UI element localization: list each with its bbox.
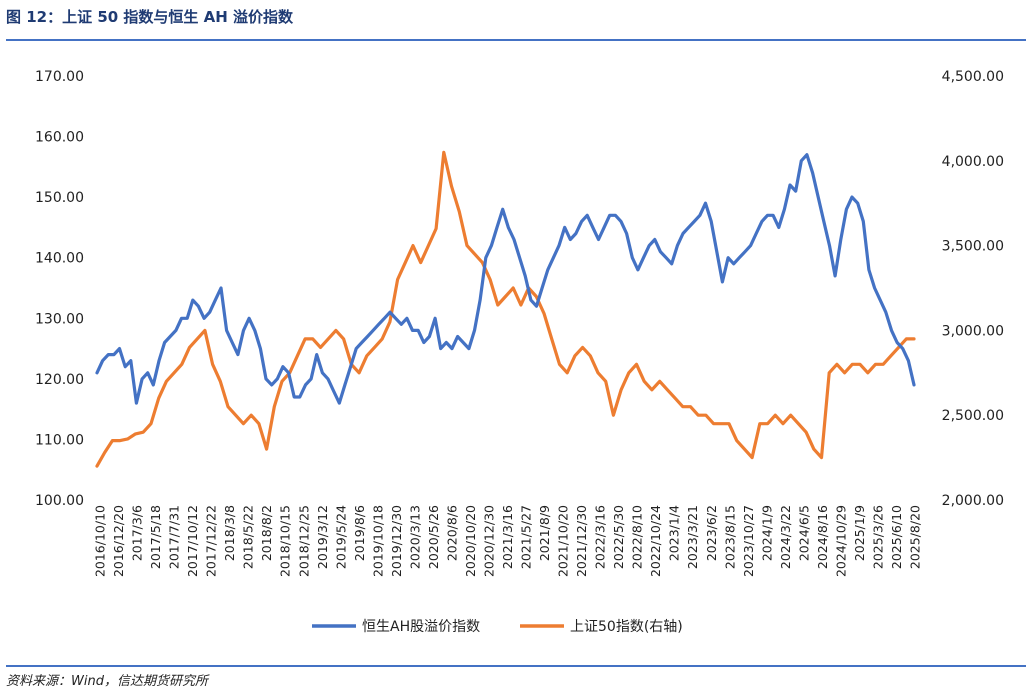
x-tick-label: 2018/10/15 — [278, 505, 293, 577]
x-tick-label: 2020/5/26 — [426, 505, 441, 569]
top-divider — [6, 39, 1026, 41]
x-tick-label: 2025/8/20 — [908, 505, 923, 569]
x-tick-label: 2025/3/26 — [871, 505, 886, 569]
x-tick-label: 2016/10/10 — [93, 505, 108, 577]
ah-premium-line — [95, 153, 916, 405]
x-tick-label: 2023/6/2 — [704, 505, 719, 561]
x-tick-label: 2023/8/15 — [722, 505, 737, 569]
x-tick-label: 2024/3/22 — [778, 505, 793, 569]
left-tick-label: 120.00 — [35, 372, 84, 388]
x-tick-label: 2019/3/12 — [315, 505, 330, 569]
right-tick-label: 3,000.00 — [942, 323, 1004, 339]
legend: 恒生AH股溢价指数 上证50指数(右轴) — [312, 619, 683, 635]
right-tick-label: 2,500.00 — [942, 408, 1004, 424]
x-tick-label: 2024/1/9 — [759, 505, 774, 561]
right-tick-label: 4,500.00 — [942, 69, 1004, 85]
x-tick-label: 2016/12/20 — [111, 505, 126, 577]
bottom-divider — [6, 665, 1026, 667]
x-tick-label: 2020/10/20 — [463, 505, 478, 577]
right-tick-label: 3,500.00 — [942, 239, 1004, 255]
x-tick-label: 2021/12/30 — [574, 505, 589, 577]
x-tick-label: 2019/10/18 — [370, 505, 385, 577]
x-tick-label: 2020/12/30 — [482, 505, 497, 577]
sse50-line — [95, 150, 916, 468]
x-tick-label: 2017/7/31 — [167, 505, 182, 569]
x-tick-label: 2022/5/30 — [611, 505, 626, 569]
left-tick-label: 150.00 — [35, 190, 84, 206]
x-tick-label: 2023/3/21 — [685, 505, 700, 569]
right-tick-label: 4,000.00 — [942, 154, 1004, 170]
x-tick-label: 2018/3/8 — [222, 505, 237, 561]
right-tick-label: 2,000.00 — [942, 493, 1004, 509]
legend-sse50-label: 上证50指数(右轴) — [570, 619, 683, 635]
x-tick-label: 2019/12/30 — [389, 505, 404, 577]
x-tick-label: 2023/10/27 — [741, 505, 756, 577]
x-tick-label: 2020/3/13 — [407, 505, 422, 569]
x-tick-label: 2023/1/4 — [667, 505, 682, 561]
figure-title: 图 12：上证 50 指数与恒生 AH 溢价指数 — [6, 8, 294, 26]
x-tick-label: 2018/5/22 — [241, 505, 256, 569]
x-tick-label: 2024/10/29 — [833, 505, 848, 577]
x-tick-label: 2024/6/5 — [796, 505, 811, 561]
left-tick-label: 160.00 — [35, 130, 84, 146]
x-tick-label: 2019/8/6 — [352, 505, 367, 561]
x-tick-label: 2021/3/16 — [500, 505, 515, 569]
x-tick-label: 2017/3/6 — [130, 505, 145, 561]
x-tick-label: 2017/12/22 — [204, 505, 219, 577]
source-note: 资料来源：Wind，信达期货研究所 — [6, 674, 208, 689]
left-tick-label: 110.00 — [35, 432, 84, 448]
x-tick-label: 2021/8/9 — [537, 505, 552, 561]
x-tick-label: 2022/10/24 — [648, 505, 663, 577]
series-layer — [95, 150, 916, 468]
x-tick-label: 2017/10/12 — [185, 505, 200, 577]
x-axis-ticks: 2016/10/10 2016/12/20 2017/3/6 2017/5/18 201… — [93, 505, 923, 577]
line-chart: 170.00 160.00 150.00 140.00 130.00 120.00 110.… — [35, 69, 1004, 635]
x-tick-label: 2019/5/24 — [333, 505, 348, 569]
left-tick-label: 170.00 — [35, 69, 84, 85]
left-tick-label: 130.00 — [35, 311, 84, 327]
left-tick-label: 140.00 — [35, 251, 84, 267]
left-tick-label: 100.00 — [35, 493, 84, 509]
x-tick-label: 2022/3/16 — [593, 505, 608, 569]
x-tick-label: 2020/8/6 — [444, 505, 459, 561]
x-tick-label: 2024/8/16 — [815, 505, 830, 569]
x-tick-label: 2025/1/9 — [852, 505, 867, 561]
x-tick-label: 2025/6/10 — [889, 505, 904, 569]
right-axis-ticks: 4,500.00 4,000.00 3,500.00 3,000.00 2,500.00… — [942, 69, 1004, 509]
x-tick-label: 2017/5/18 — [148, 505, 163, 569]
x-tick-label: 2018/8/2 — [259, 505, 274, 561]
left-axis-ticks: 170.00 160.00 150.00 140.00 130.00 120.00 110.… — [35, 69, 84, 509]
x-tick-label: 2021/10/20 — [556, 505, 571, 577]
x-tick-label: 2018/12/25 — [296, 505, 311, 577]
x-tick-label: 2022/8/10 — [630, 505, 645, 569]
x-tick-label: 2021/5/27 — [519, 505, 534, 569]
legend-ah-label: 恒生AH股溢价指数 — [362, 619, 480, 635]
